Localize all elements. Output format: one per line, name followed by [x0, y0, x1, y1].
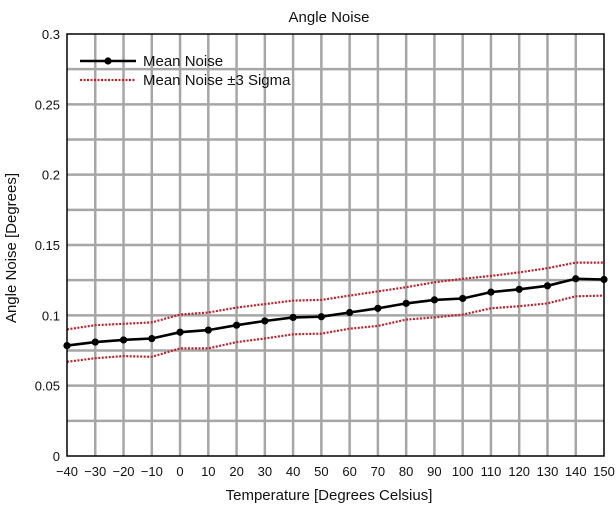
legend-label-sigma: Mean Noise ±3 Sigma [143, 72, 291, 89]
mean-noise-point [402, 299, 410, 307]
mean-noise-point [317, 313, 325, 321]
y-tick-label: 0.3 [42, 27, 60, 42]
series-group [63, 261, 608, 363]
x-tick-label: −20 [112, 464, 134, 479]
mean-noise-point [374, 304, 382, 312]
y-tick-label: 0.1 [42, 308, 60, 323]
legend-label-mean: Mean Noise [143, 53, 223, 70]
mean-noise-point [232, 321, 241, 329]
x-tick-label: 70 [371, 464, 385, 479]
x-tick-label: 140 [565, 464, 587, 479]
x-tick-label: −10 [141, 464, 163, 479]
x-axis-label: Temperature [Degrees Celsius] [226, 487, 433, 504]
y-tick-label: 0.2 [42, 168, 60, 183]
mean-noise-point [515, 285, 523, 293]
mean-noise-point [543, 282, 552, 290]
x-tick-label: 20 [229, 464, 243, 479]
x-tick-label: 80 [399, 464, 413, 479]
y-tick-label: 0.15 [35, 238, 60, 253]
mean-noise-point [459, 294, 467, 303]
sigma-upper-line [66, 261, 604, 331]
x-tick-label: 40 [286, 464, 300, 479]
mean-noise-point [176, 328, 184, 336]
mean-noise-point [430, 296, 439, 304]
x-tick-label: 90 [427, 464, 441, 479]
mean-noise-point [204, 326, 212, 334]
x-tick-label: 150 [593, 464, 615, 479]
x-tick-label: 50 [314, 464, 328, 479]
y-tick-label: 0 [53, 449, 60, 464]
mean-noise-point [119, 336, 128, 344]
sigma-lower-line [66, 294, 605, 363]
x-tick-label: −40 [56, 464, 78, 479]
y-tick-label: 0.05 [35, 379, 60, 394]
x-tick-label: 10 [201, 464, 215, 479]
chart-title: Angle Noise [289, 9, 370, 26]
x-tick-label: 130 [537, 464, 559, 479]
x-tick-label: −30 [84, 464, 106, 479]
grid-lines [67, 34, 604, 456]
x-tick-label: 30 [258, 464, 272, 479]
x-tick-label: 60 [342, 464, 356, 479]
y-tick-label: 0.25 [35, 97, 60, 112]
y-axis-label: Angle Noise [Degrees] [3, 173, 20, 323]
plot-frame [66, 33, 605, 457]
mean-noise-point [261, 317, 269, 325]
mean-noise-point [487, 288, 495, 296]
x-tick-label: 0 [176, 464, 183, 479]
x-tick-label: 120 [508, 464, 530, 479]
legend-marker-mean [104, 57, 112, 65]
legend: Mean Noise Mean Noise ±3 Sigma [80, 53, 291, 89]
mean-noise-point [572, 275, 580, 283]
mean-noise-point [289, 313, 297, 322]
mean-noise-point [346, 308, 354, 317]
x-tick-label: 110 [481, 464, 502, 479]
mean-noise-point [148, 334, 156, 343]
mean-noise-point [91, 338, 99, 346]
mean-noise-line [66, 277, 605, 347]
axis-ticks: −40 −30 −20 −10 0 10 20 30 40 50 60 70 80 90 100 110 120… [35, 27, 615, 479]
x-tick-label: 100 [452, 464, 474, 479]
